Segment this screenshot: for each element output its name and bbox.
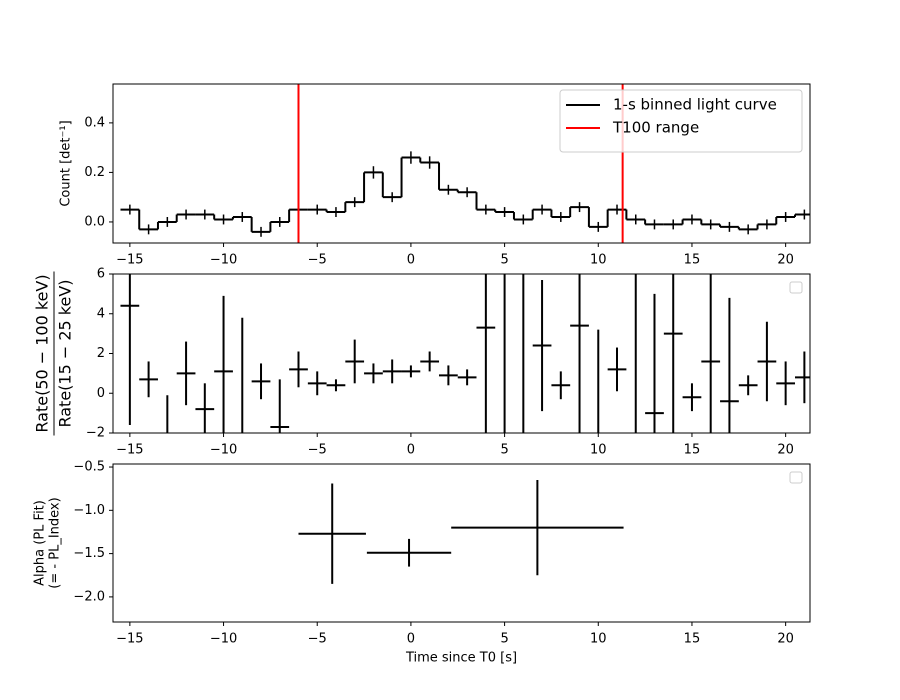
axes-frame — [112, 273, 811, 434]
x-tick-label: −5 — [308, 253, 327, 268]
y-tick-label: −1.5 — [73, 546, 105, 561]
x-tick-label: 15 — [684, 632, 701, 647]
x-tick-label: 10 — [590, 632, 607, 647]
y-tick-label: −2.0 — [73, 589, 105, 604]
x-tick-label: 5 — [500, 632, 508, 647]
legend-label: 1-s binned light curve — [613, 96, 777, 114]
plot-area — [120, 274, 810, 433]
x-tick-label: −10 — [210, 443, 237, 458]
x-tick-label: −15 — [116, 253, 143, 268]
x-tick-label: −15 — [116, 632, 143, 647]
x-tick-label: −5 — [308, 443, 327, 458]
plot-area — [298, 480, 624, 584]
y-tick-label: 0.0 — [84, 214, 105, 229]
y-axis-label: Count [det⁻¹] — [59, 120, 74, 206]
legend-label: T100 range — [612, 119, 699, 137]
x-tick-label: −5 — [308, 632, 327, 647]
y-tick-label: 2 — [97, 346, 105, 361]
x-tick-label: −10 — [210, 253, 237, 268]
x-tick-label: −10 — [210, 632, 237, 647]
axes-frame — [112, 463, 811, 623]
y-tick-label: 0.4 — [84, 115, 105, 130]
legend-box — [789, 471, 803, 484]
y-tick-label: 0 — [97, 386, 105, 401]
x-tick-label: 10 — [590, 443, 607, 458]
legend-box — [789, 281, 803, 294]
y-tick-label: −0.5 — [73, 460, 105, 475]
y-tick-label: 0.2 — [84, 165, 105, 180]
x-tick-label: −15 — [116, 443, 143, 458]
axes-frame — [112, 83, 811, 244]
x-tick-label: 0 — [407, 443, 415, 458]
y-tick-label: 6 — [97, 267, 105, 282]
y-tick-label: 4 — [97, 306, 105, 321]
x-tick-label: 0 — [407, 253, 415, 268]
x-tick-label: 5 — [500, 253, 508, 268]
x-tick-label: 5 — [500, 443, 508, 458]
x-tick-label: 20 — [777, 443, 794, 458]
x-tick-label: 10 — [590, 253, 607, 268]
y-tick-label: −1.0 — [73, 503, 105, 518]
legend-box — [559, 89, 803, 153]
x-tick-label: 0 — [407, 632, 415, 647]
x-tick-label: 15 — [684, 443, 701, 458]
y-axis-label: (= - PL_Index) — [48, 497, 63, 588]
x-axis-label: Time since T0 [s] — [405, 651, 517, 666]
y-axis-label: Rate(50 − 100 keV) — [33, 274, 52, 432]
x-tick-label: 15 — [684, 253, 701, 268]
y-axis-label: Rate(15 − 25 keV) — [56, 279, 75, 427]
x-tick-label: 20 — [777, 632, 794, 647]
x-tick-label: 20 — [777, 253, 794, 268]
y-axis-label: Alpha (PL Fit) — [33, 500, 48, 586]
y-tick-label: −2 — [86, 426, 105, 441]
